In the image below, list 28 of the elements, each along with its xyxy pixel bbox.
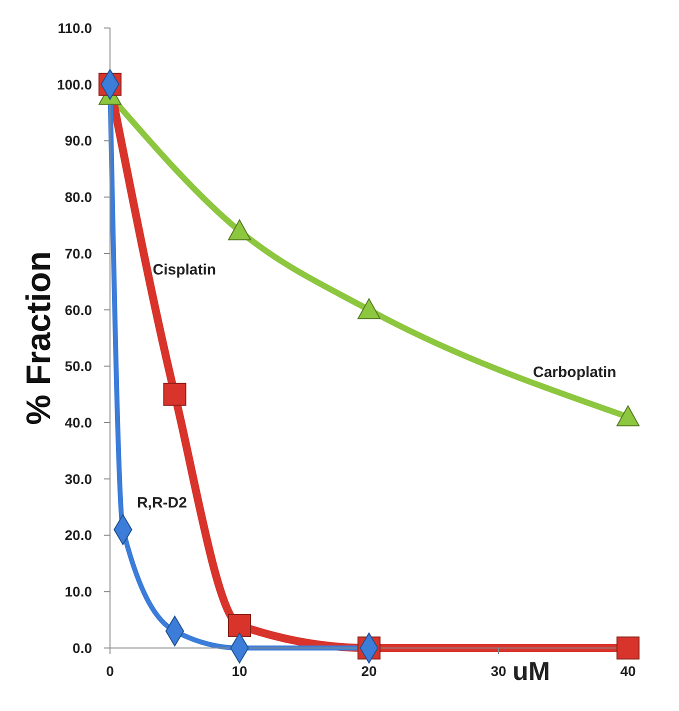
x-tick-label: 20 [361,662,377,679]
x-tick-label: 0 [106,662,114,679]
y-tick-label: 70.0 [64,245,92,262]
series-label: R,R-D2 [136,494,187,512]
point [358,298,380,320]
point [616,636,640,660]
y-tick-label: 40.0 [64,414,92,431]
y-tick-label: 90.0 [64,132,92,149]
y-tick-label: 60.0 [64,302,92,318]
point [616,405,640,426]
x-axis-title: uM [512,656,550,686]
y-tick-label: 100.0 [56,76,92,92]
point [228,614,251,637]
y-tick-label: 110.0 [58,20,92,36]
point [228,219,251,240]
y-tick-label: 30.0 [64,470,92,487]
series-label: Cisplatin [152,261,216,278]
x-tick-label: 40 [620,662,636,679]
y-tick-label: 80.0 [64,189,92,206]
y-axis-title: % Fraction [20,251,58,425]
x-tick-label: 30 [490,662,506,679]
y-tick-label: 50.0 [64,358,92,374]
point [163,382,186,406]
y-tick-label: 20.0 [64,527,92,544]
y-tick-label: 10.0 [64,584,92,600]
y-tick-label: 0.0 [72,640,92,656]
series-label: Carboplatin [533,364,616,381]
x-tick-label: 10 [232,662,248,679]
